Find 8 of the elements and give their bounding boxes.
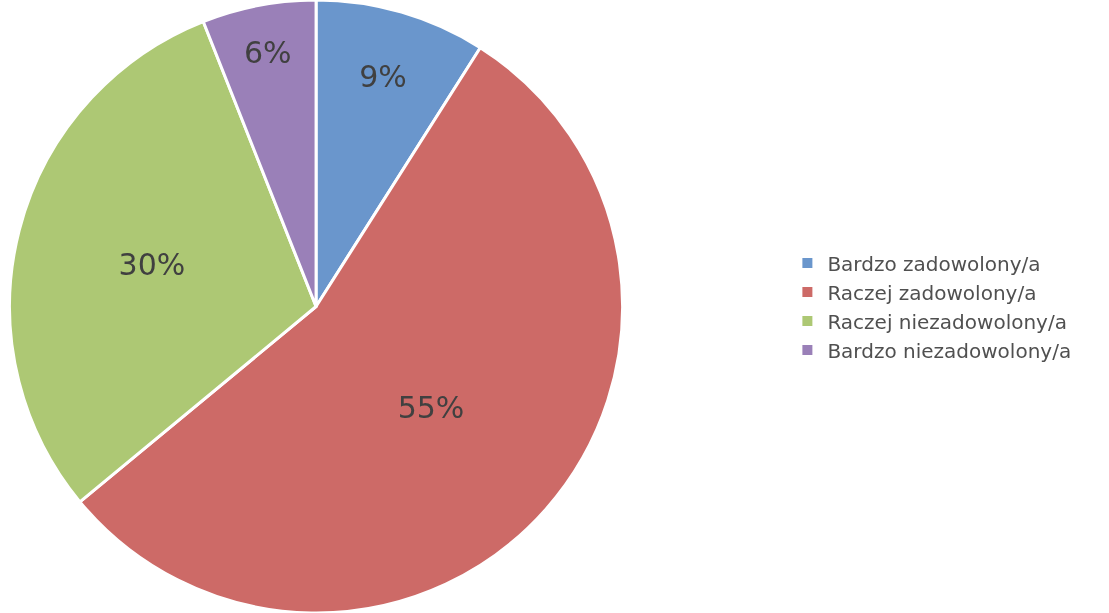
legend-label: Bardzo niezadowolony/a bbox=[827, 338, 1072, 363]
data-label: 6% bbox=[243, 35, 292, 71]
data-label: 30% bbox=[118, 246, 186, 282]
legend-label: Raczej niezadowolony/a bbox=[827, 309, 1067, 334]
legend-label: Bardzo zadowolony/a bbox=[827, 251, 1041, 276]
legend-label: Raczej zadowolony/a bbox=[827, 280, 1037, 305]
data-label: 9% bbox=[359, 58, 407, 94]
data-label: 55% bbox=[397, 390, 465, 426]
